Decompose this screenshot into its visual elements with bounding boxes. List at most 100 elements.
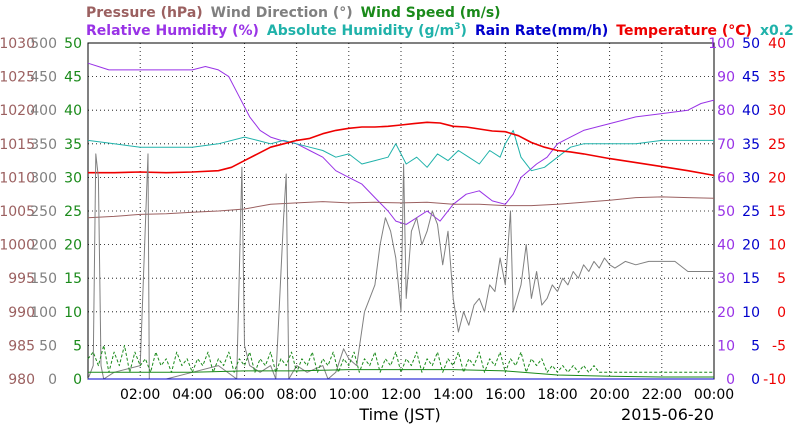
relative-humidity-tick-label: 30 <box>717 271 735 287</box>
wind-direction-tick-label: 500 <box>30 36 57 52</box>
wind-speed-tick-label: 45 <box>64 70 82 86</box>
legend-entry: Relative Humidity (%) <box>86 23 259 39</box>
wind-speed-tick-label: 25 <box>64 204 82 220</box>
rain-rate-tick-label: 5 <box>751 338 760 354</box>
relative-humidity-tick-label: 0 <box>726 372 735 388</box>
temperature-tick-label: 10 <box>768 238 786 254</box>
temperature-tick-label: 25 <box>768 137 786 153</box>
relative-humidity-tick-label: 10 <box>717 338 735 354</box>
legend-entry: Absolute Humidity (g/m <box>267 23 454 39</box>
rain-rate-tick-label: 15 <box>742 271 760 287</box>
x-tick-label: 22:00 <box>642 387 682 403</box>
wind-direction-tick-label: 200 <box>30 238 57 254</box>
rain-rate-tick-label: 25 <box>742 204 760 220</box>
pressure-tick-label: 1010 <box>0 170 35 186</box>
rain-rate-tick-label: 45 <box>742 70 760 86</box>
pressure-tick-label: 1030 <box>0 36 35 52</box>
legend-entry: Pressure (hPa) <box>86 5 203 21</box>
wind-direction-tick-label: 50 <box>39 338 57 354</box>
wind-speed-tick-label: 5 <box>73 338 82 354</box>
pressure-tick-label: 1015 <box>0 137 35 153</box>
x-tick-label: 18:00 <box>537 387 577 403</box>
pressure-tick-label: 980 <box>8 372 35 388</box>
x-tick-label: 14:00 <box>433 387 473 403</box>
pressure-tick-label: 995 <box>8 271 35 287</box>
wind-speed-tick-label: 30 <box>64 170 82 186</box>
wind-speed-tick-label: 20 <box>64 238 82 254</box>
wind-speed-tick-label: 0 <box>73 372 82 388</box>
x-axis-ticks: 02:00 04:00 06:00 08:00 10:00 12:00 14:00 16:00… <box>120 387 734 403</box>
series-layer <box>87 62 715 380</box>
relative-humidity-tick-label: 80 <box>717 103 735 119</box>
legend-entry: Temperature (°C) <box>616 23 752 39</box>
wind-direction-tick-label: 350 <box>30 137 57 153</box>
rain-rate-tick-label: 20 <box>742 238 760 254</box>
legend-entry: x0.2 <box>760 23 794 39</box>
right-axes: 1009080706050403020100504540353025201510… <box>708 36 786 388</box>
wind-speed-mean-line <box>88 369 714 378</box>
wind-direction-line <box>87 153 714 380</box>
wind-direction-tick-label: 0 <box>48 372 57 388</box>
pressure-line <box>87 196 715 219</box>
wind-direction-tick-label: 250 <box>30 204 57 220</box>
x-tick-label: 00:00 <box>694 387 734 403</box>
legend-row-1: Pressure (hPa) Wind Direction (°) Wind Spe… <box>86 5 501 21</box>
pressure-tick-label: 990 <box>8 305 35 321</box>
wind-speed-tick-label: 35 <box>64 137 82 153</box>
x-tick-label: 04:00 <box>172 387 212 403</box>
temperature-tick-label: 30 <box>768 103 786 119</box>
x-tick-label: 20:00 <box>589 387 629 403</box>
pressure-tick-label: 1005 <box>0 204 35 220</box>
pressure-tick-label: 1020 <box>0 103 35 119</box>
temperature-tick-label: 5 <box>777 271 786 287</box>
x-axis-label: Time (JST) <box>358 405 440 424</box>
rain-rate-tick-label: 40 <box>742 103 760 119</box>
pressure-tick-label: 1000 <box>0 238 35 254</box>
rain-rate-tick-label: 30 <box>742 170 760 186</box>
wind-direction-tick-label: 100 <box>30 305 57 321</box>
absolute-humidity-line <box>87 129 714 172</box>
relative-humidity-tick-label: 100 <box>708 36 735 52</box>
left-axes: 1030102510201015101010051000995990985980… <box>0 36 82 388</box>
relative-humidity-tick-label: 90 <box>717 70 735 86</box>
wind-speed-tick-label: 40 <box>64 103 82 119</box>
temperature-tick-label: -5 <box>772 338 786 354</box>
temperature-tick-label: -10 <box>763 372 786 388</box>
legend-entry: ) <box>461 23 467 39</box>
temperature-tick-label: 40 <box>768 36 786 52</box>
relative-humidity-tick-label: 40 <box>717 238 735 254</box>
grid <box>88 43 714 379</box>
wind-speed-tick-label: 50 <box>64 36 82 52</box>
relative-humidity-tick-label: 60 <box>717 170 735 186</box>
x-tick-label: 08:00 <box>276 387 316 403</box>
relative-humidity-line <box>87 62 715 225</box>
temperature-tick-label: 15 <box>768 204 786 220</box>
wind-speed-tick-label: 15 <box>64 271 82 287</box>
wind-direction-tick-label: 400 <box>30 103 57 119</box>
legend-entry: 3 <box>454 22 460 32</box>
rain-rate-tick-label: 50 <box>742 36 760 52</box>
rain-rate-tick-label: 35 <box>742 137 760 153</box>
temperature-tick-label: 20 <box>768 170 786 186</box>
temperature-line <box>88 121 715 177</box>
pressure-tick-label: 985 <box>8 338 35 354</box>
wind-speed-tick-label: 10 <box>64 305 82 321</box>
x-tick-label: 10:00 <box>329 387 369 403</box>
legend-entry: Wind Speed (m/s) <box>361 5 501 21</box>
legend-row-2: Relative Humidity (%) Absolute Humidity (… <box>86 22 794 39</box>
x-tick-label: 06:00 <box>224 387 264 403</box>
rain-rate-tick-label: 10 <box>742 305 760 321</box>
relative-humidity-tick-label: 20 <box>717 305 735 321</box>
x-tick-label: 12:00 <box>381 387 421 403</box>
relative-humidity-tick-label: 50 <box>717 204 735 220</box>
legend-entry: Wind Direction (°) <box>211 5 353 21</box>
wind-direction-tick-label: 450 <box>30 70 57 86</box>
relative-humidity-tick-label: 70 <box>717 137 735 153</box>
temperature-tick-label: 35 <box>768 70 786 86</box>
pressure-tick-label: 1025 <box>0 70 35 86</box>
rain-rate-tick-label: 0 <box>751 372 760 388</box>
wind-direction-tick-label: 150 <box>30 271 57 287</box>
x-tick-label: 02:00 <box>120 387 160 403</box>
legend-entry: Rain Rate(mm/h) <box>475 23 608 39</box>
